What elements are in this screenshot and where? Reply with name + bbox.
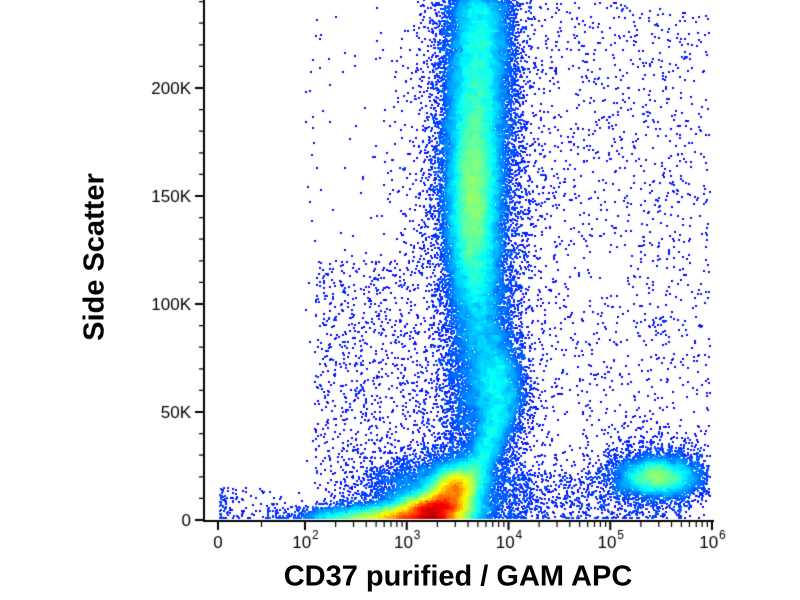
- y-axis-title: Side Scatter: [78, 173, 111, 341]
- x-axis-title: CD37 purified / GAM APC: [283, 560, 633, 593]
